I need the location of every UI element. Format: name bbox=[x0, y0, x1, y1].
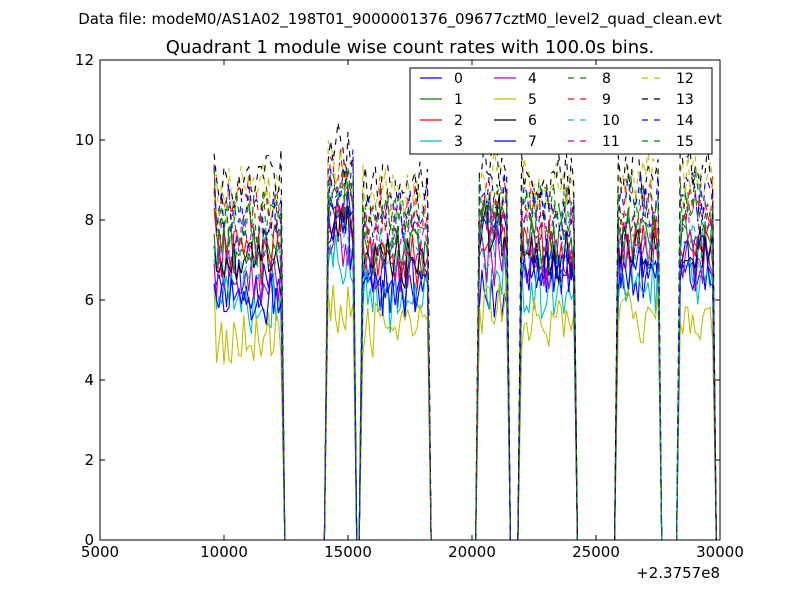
legend-label-7: 7 bbox=[528, 134, 537, 150]
x-offset-label: +2.3757e8 bbox=[636, 564, 720, 582]
legend-label-12: 12 bbox=[676, 71, 694, 87]
legend-label-14: 14 bbox=[676, 113, 694, 129]
x-tick-label: 30000 bbox=[696, 543, 744, 561]
series-line-14 bbox=[213, 149, 717, 541]
legend-label-11: 11 bbox=[602, 134, 620, 150]
y-tick-label: 12 bbox=[75, 51, 94, 69]
y-tick-label: 6 bbox=[84, 291, 94, 309]
y-tick-label: 10 bbox=[75, 131, 94, 149]
legend-label-0: 0 bbox=[454, 71, 463, 87]
y-tick-label: 4 bbox=[84, 371, 94, 389]
legend-label-6: 6 bbox=[528, 113, 537, 129]
legend-label-1: 1 bbox=[454, 92, 463, 108]
legend-label-8: 8 bbox=[602, 71, 611, 87]
x-tick-label: 5000 bbox=[81, 543, 119, 561]
legend-label-5: 5 bbox=[528, 92, 537, 108]
x-tick-label: 10000 bbox=[200, 543, 248, 561]
legend-frame bbox=[409, 67, 713, 155]
series-line-15 bbox=[213, 166, 717, 541]
legend-label-10: 10 bbox=[602, 113, 620, 129]
y-tick-label: 0 bbox=[84, 531, 94, 549]
x-tick-label: 25000 bbox=[572, 543, 620, 561]
chart-title: Quadrant 1 module wise count rates with … bbox=[166, 37, 655, 58]
x-tick-label: 15000 bbox=[324, 543, 372, 561]
series-line-10 bbox=[213, 215, 717, 541]
x-tick-label: 20000 bbox=[448, 543, 496, 561]
legend-label-15: 15 bbox=[676, 134, 694, 150]
legend-label-9: 9 bbox=[602, 92, 611, 108]
legend-label-13: 13 bbox=[676, 92, 694, 108]
y-tick-label: 2 bbox=[84, 451, 94, 469]
y-tick-label: 8 bbox=[84, 211, 94, 229]
legend-label-3: 3 bbox=[454, 134, 463, 150]
series-line-11 bbox=[213, 179, 717, 541]
figure-suptitle: Data file: modeM0/AS1A02_198T01_90000013… bbox=[78, 10, 722, 29]
legend-label-4: 4 bbox=[528, 71, 537, 87]
legend-label-2: 2 bbox=[454, 113, 463, 129]
series-layer bbox=[213, 122, 717, 541]
